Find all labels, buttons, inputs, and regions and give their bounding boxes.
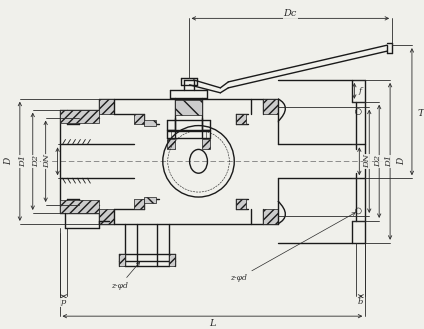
Bar <box>59 200 99 213</box>
Bar <box>59 110 99 123</box>
Bar <box>175 100 203 114</box>
Text: DN: DN <box>363 154 371 168</box>
Bar <box>203 139 210 149</box>
Bar <box>99 99 114 114</box>
Bar <box>236 114 246 124</box>
Bar <box>236 199 246 209</box>
Text: D2: D2 <box>32 155 40 167</box>
Text: D2: D2 <box>374 155 382 167</box>
Text: z-φd: z-φd <box>111 262 139 291</box>
Bar <box>167 139 175 149</box>
Text: Dc: Dc <box>284 9 297 18</box>
Text: D1: D1 <box>385 155 393 167</box>
Text: p: p <box>61 298 66 306</box>
Text: b: b <box>358 298 363 306</box>
Bar <box>99 209 114 224</box>
Text: T: T <box>418 109 424 118</box>
Text: DN: DN <box>44 154 52 168</box>
Text: D: D <box>397 158 406 165</box>
Bar <box>134 114 144 124</box>
Bar <box>263 209 278 224</box>
Text: D: D <box>4 158 13 165</box>
Bar <box>169 254 175 266</box>
Bar <box>134 199 144 209</box>
Text: D1: D1 <box>19 155 27 167</box>
Text: f: f <box>358 87 362 95</box>
Text: z-φd: z-φd <box>230 213 355 282</box>
Text: L: L <box>209 318 216 328</box>
Bar <box>144 120 156 126</box>
Bar <box>263 99 278 114</box>
Bar <box>144 197 156 203</box>
Bar <box>119 254 125 266</box>
